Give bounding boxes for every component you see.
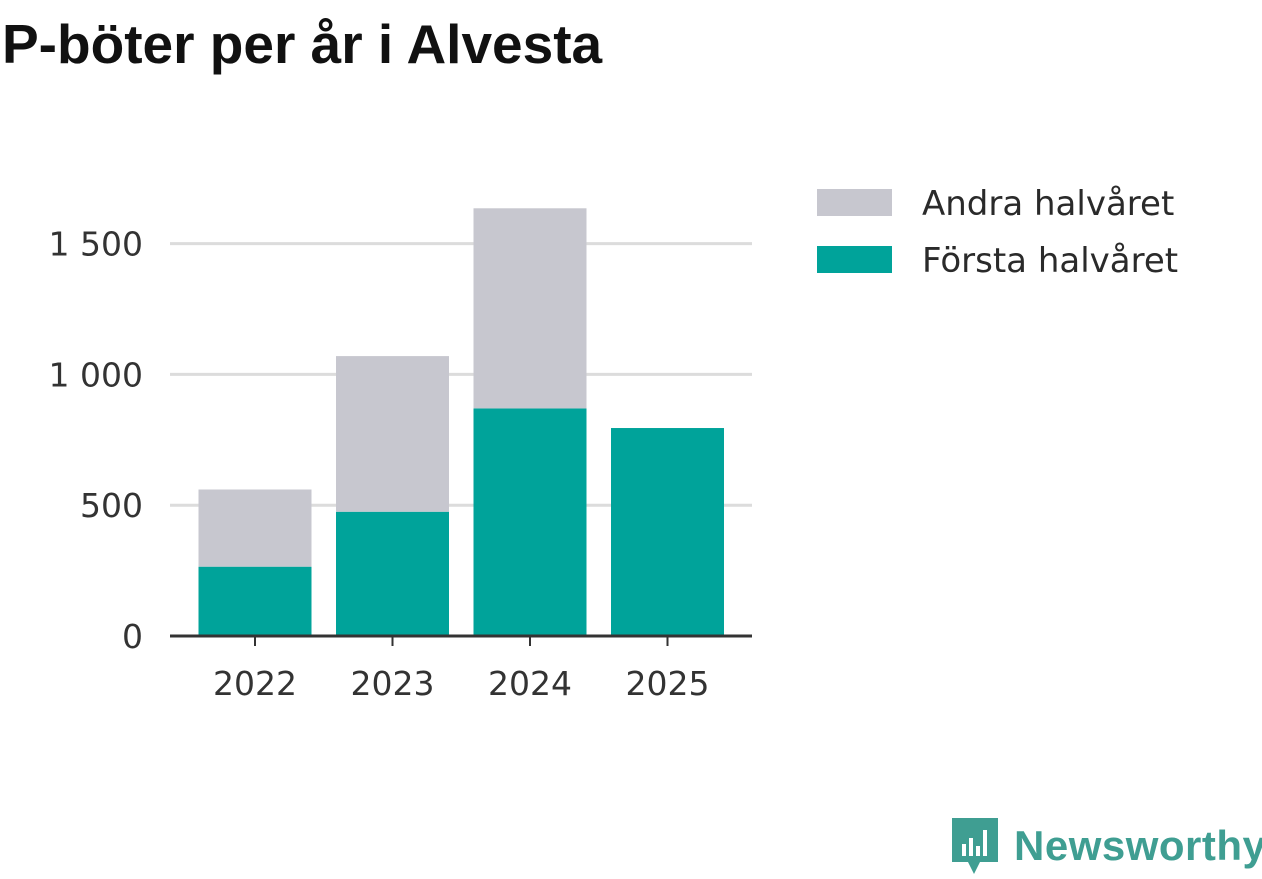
x-axis-labels: 2022 2023 2024 2025 bbox=[213, 664, 709, 703]
brand-logo: Newsworthy bbox=[950, 816, 1262, 876]
legend-swatch bbox=[817, 246, 892, 273]
bar-2022-forsta bbox=[198, 566, 312, 636]
x-axis bbox=[170, 634, 752, 646]
y-tick-label: 0 bbox=[122, 617, 143, 656]
y-tick-label: 500 bbox=[80, 486, 143, 525]
bar-2022-andra bbox=[198, 489, 312, 567]
x-tick-label-2023: 2023 bbox=[351, 664, 435, 703]
newsworthy-logo-icon bbox=[952, 818, 998, 874]
brand-name: Newsworthy bbox=[1014, 822, 1262, 869]
legend-label: Första halvåret bbox=[922, 241, 1178, 281]
legend-label: Andra halvåret bbox=[922, 184, 1174, 224]
y-axis-labels: 0 500 1 000 1 500 bbox=[49, 225, 143, 656]
x-tick-label-2022: 2022 bbox=[213, 664, 297, 703]
bar-2023-andra bbox=[336, 356, 449, 512]
x-tick-label-2025: 2025 bbox=[626, 664, 710, 703]
legend-swatch bbox=[817, 189, 892, 216]
bar-2023-forsta bbox=[336, 511, 449, 636]
y-tick-label: 1 000 bbox=[49, 355, 143, 394]
x-tick-label-2024: 2024 bbox=[488, 664, 572, 703]
bar-2024-andra bbox=[473, 208, 587, 409]
y-tick-label: 1 500 bbox=[49, 225, 143, 264]
bar-2024-forsta bbox=[473, 408, 587, 636]
legend: Andra halvåret Första halvåret bbox=[817, 184, 1178, 281]
bar-2025-forsta bbox=[611, 428, 724, 636]
chart-title: P-böter per år i Alvesta bbox=[2, 13, 603, 75]
bars bbox=[198, 208, 724, 636]
